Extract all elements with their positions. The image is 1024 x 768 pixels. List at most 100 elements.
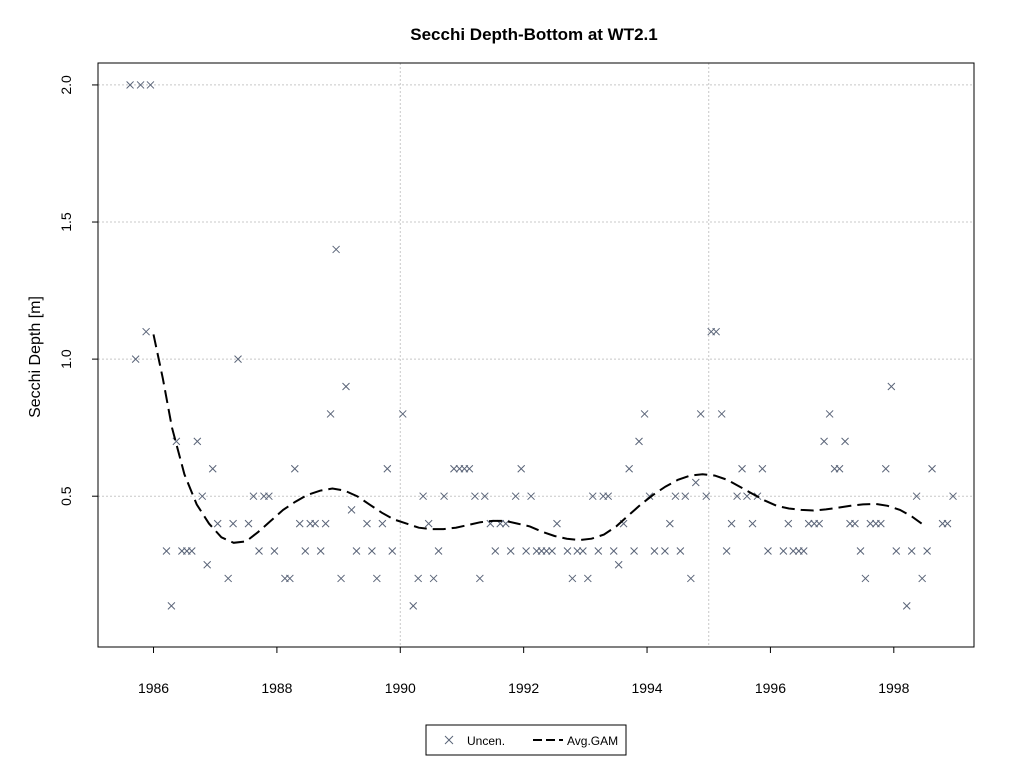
- data-point: [635, 437, 643, 446]
- data-point: [419, 492, 427, 501]
- legend-uncen-marker-icon: [444, 735, 454, 745]
- data-point: [835, 464, 844, 473]
- data-point: [480, 492, 489, 501]
- data-point: [614, 560, 623, 569]
- x-tick-label: 1994: [631, 680, 662, 696]
- x-axis: 1986 1988 1990 1992 1994 1996 1998: [138, 646, 910, 696]
- data-point: [733, 492, 741, 501]
- data-point: [815, 519, 824, 528]
- data-point: [229, 519, 237, 528]
- data-point: [311, 519, 320, 528]
- data-point: [172, 437, 181, 446]
- legend-gam-label: Avg.GAM: [567, 734, 618, 748]
- data-point: [923, 547, 931, 555]
- y-tick-label: 0.5: [58, 486, 74, 506]
- data-point: [743, 492, 751, 501]
- data-point: [912, 492, 921, 501]
- data-point: [398, 410, 407, 418]
- data-point: [142, 327, 150, 336]
- data-point: [522, 547, 530, 555]
- data-point: [779, 547, 788, 555]
- data-point: [727, 519, 736, 528]
- data-point: [588, 492, 597, 501]
- y-axis: 0.5 1.0 1.5 2.0: [58, 75, 99, 506]
- data-point: [527, 492, 535, 501]
- data-point: [748, 519, 757, 528]
- data-point: [712, 327, 720, 336]
- data-point: [295, 519, 304, 528]
- data-point: [429, 574, 438, 583]
- data-point: [146, 81, 155, 89]
- data-point: [650, 547, 659, 555]
- data-point: [918, 574, 927, 583]
- data-point: [167, 602, 176, 610]
- data-point: [784, 519, 793, 528]
- data-point: [764, 547, 772, 555]
- data-point: [907, 547, 916, 555]
- data-point: [943, 519, 952, 528]
- data-point: [563, 547, 572, 555]
- data-point: [666, 519, 674, 528]
- data-point: [198, 492, 207, 501]
- data-point: [594, 547, 603, 555]
- data-point: [949, 492, 957, 501]
- data-point: [702, 492, 711, 501]
- data-point: [337, 574, 345, 583]
- data-point: [131, 355, 140, 363]
- data-point: [208, 464, 217, 473]
- x-tick-label: 1996: [755, 680, 786, 696]
- data-point: [892, 547, 901, 555]
- data-point: [316, 547, 325, 555]
- grid: [98, 63, 974, 647]
- data-point: [352, 547, 361, 555]
- x-tick-label: 1998: [878, 680, 909, 696]
- data-point: [866, 519, 875, 528]
- data-point: [244, 519, 253, 528]
- data-point: [249, 492, 258, 501]
- y-tick-label: 2.0: [58, 75, 74, 95]
- data-point: [517, 464, 526, 473]
- data-point: [681, 492, 690, 501]
- data-point: [691, 478, 700, 487]
- data-point: [506, 547, 515, 555]
- data-point: [640, 410, 649, 418]
- data-point: [583, 574, 592, 583]
- data-point: [321, 519, 330, 528]
- data-point: [876, 519, 885, 528]
- legend-box: [425, 724, 627, 756]
- chart-title: Secchi Depth-Bottom at WT2.1: [410, 25, 657, 44]
- scatter-points: [126, 81, 957, 610]
- data-point: [270, 547, 279, 555]
- data-point: [434, 547, 443, 555]
- data-point: [234, 355, 242, 363]
- data-point: [187, 547, 196, 555]
- data-point: [363, 519, 371, 528]
- data-point: [553, 519, 561, 528]
- data-point: [820, 437, 828, 446]
- data-point: [388, 547, 397, 555]
- data-point: [902, 602, 911, 610]
- x-tick-label: 1990: [385, 680, 416, 696]
- data-point: [579, 547, 587, 555]
- data-point: [758, 464, 767, 473]
- data-point: [290, 464, 299, 473]
- data-point: [409, 602, 418, 610]
- data-point: [676, 547, 685, 555]
- legend: Uncen. Avg.GAM: [425, 724, 627, 756]
- data-point: [548, 547, 556, 555]
- data-point: [841, 437, 849, 446]
- data-point: [568, 574, 577, 583]
- data-point: [347, 506, 356, 514]
- data-point: [671, 492, 680, 501]
- data-point: [326, 410, 335, 418]
- data-point: [881, 464, 890, 473]
- data-point: [928, 464, 936, 473]
- data-point: [491, 547, 500, 555]
- data-point: [414, 574, 423, 583]
- data-point: [342, 382, 350, 391]
- y-tick-label: 1.0: [58, 349, 74, 369]
- data-point: [738, 464, 746, 473]
- data-point: [440, 492, 448, 501]
- data-point: [686, 574, 695, 583]
